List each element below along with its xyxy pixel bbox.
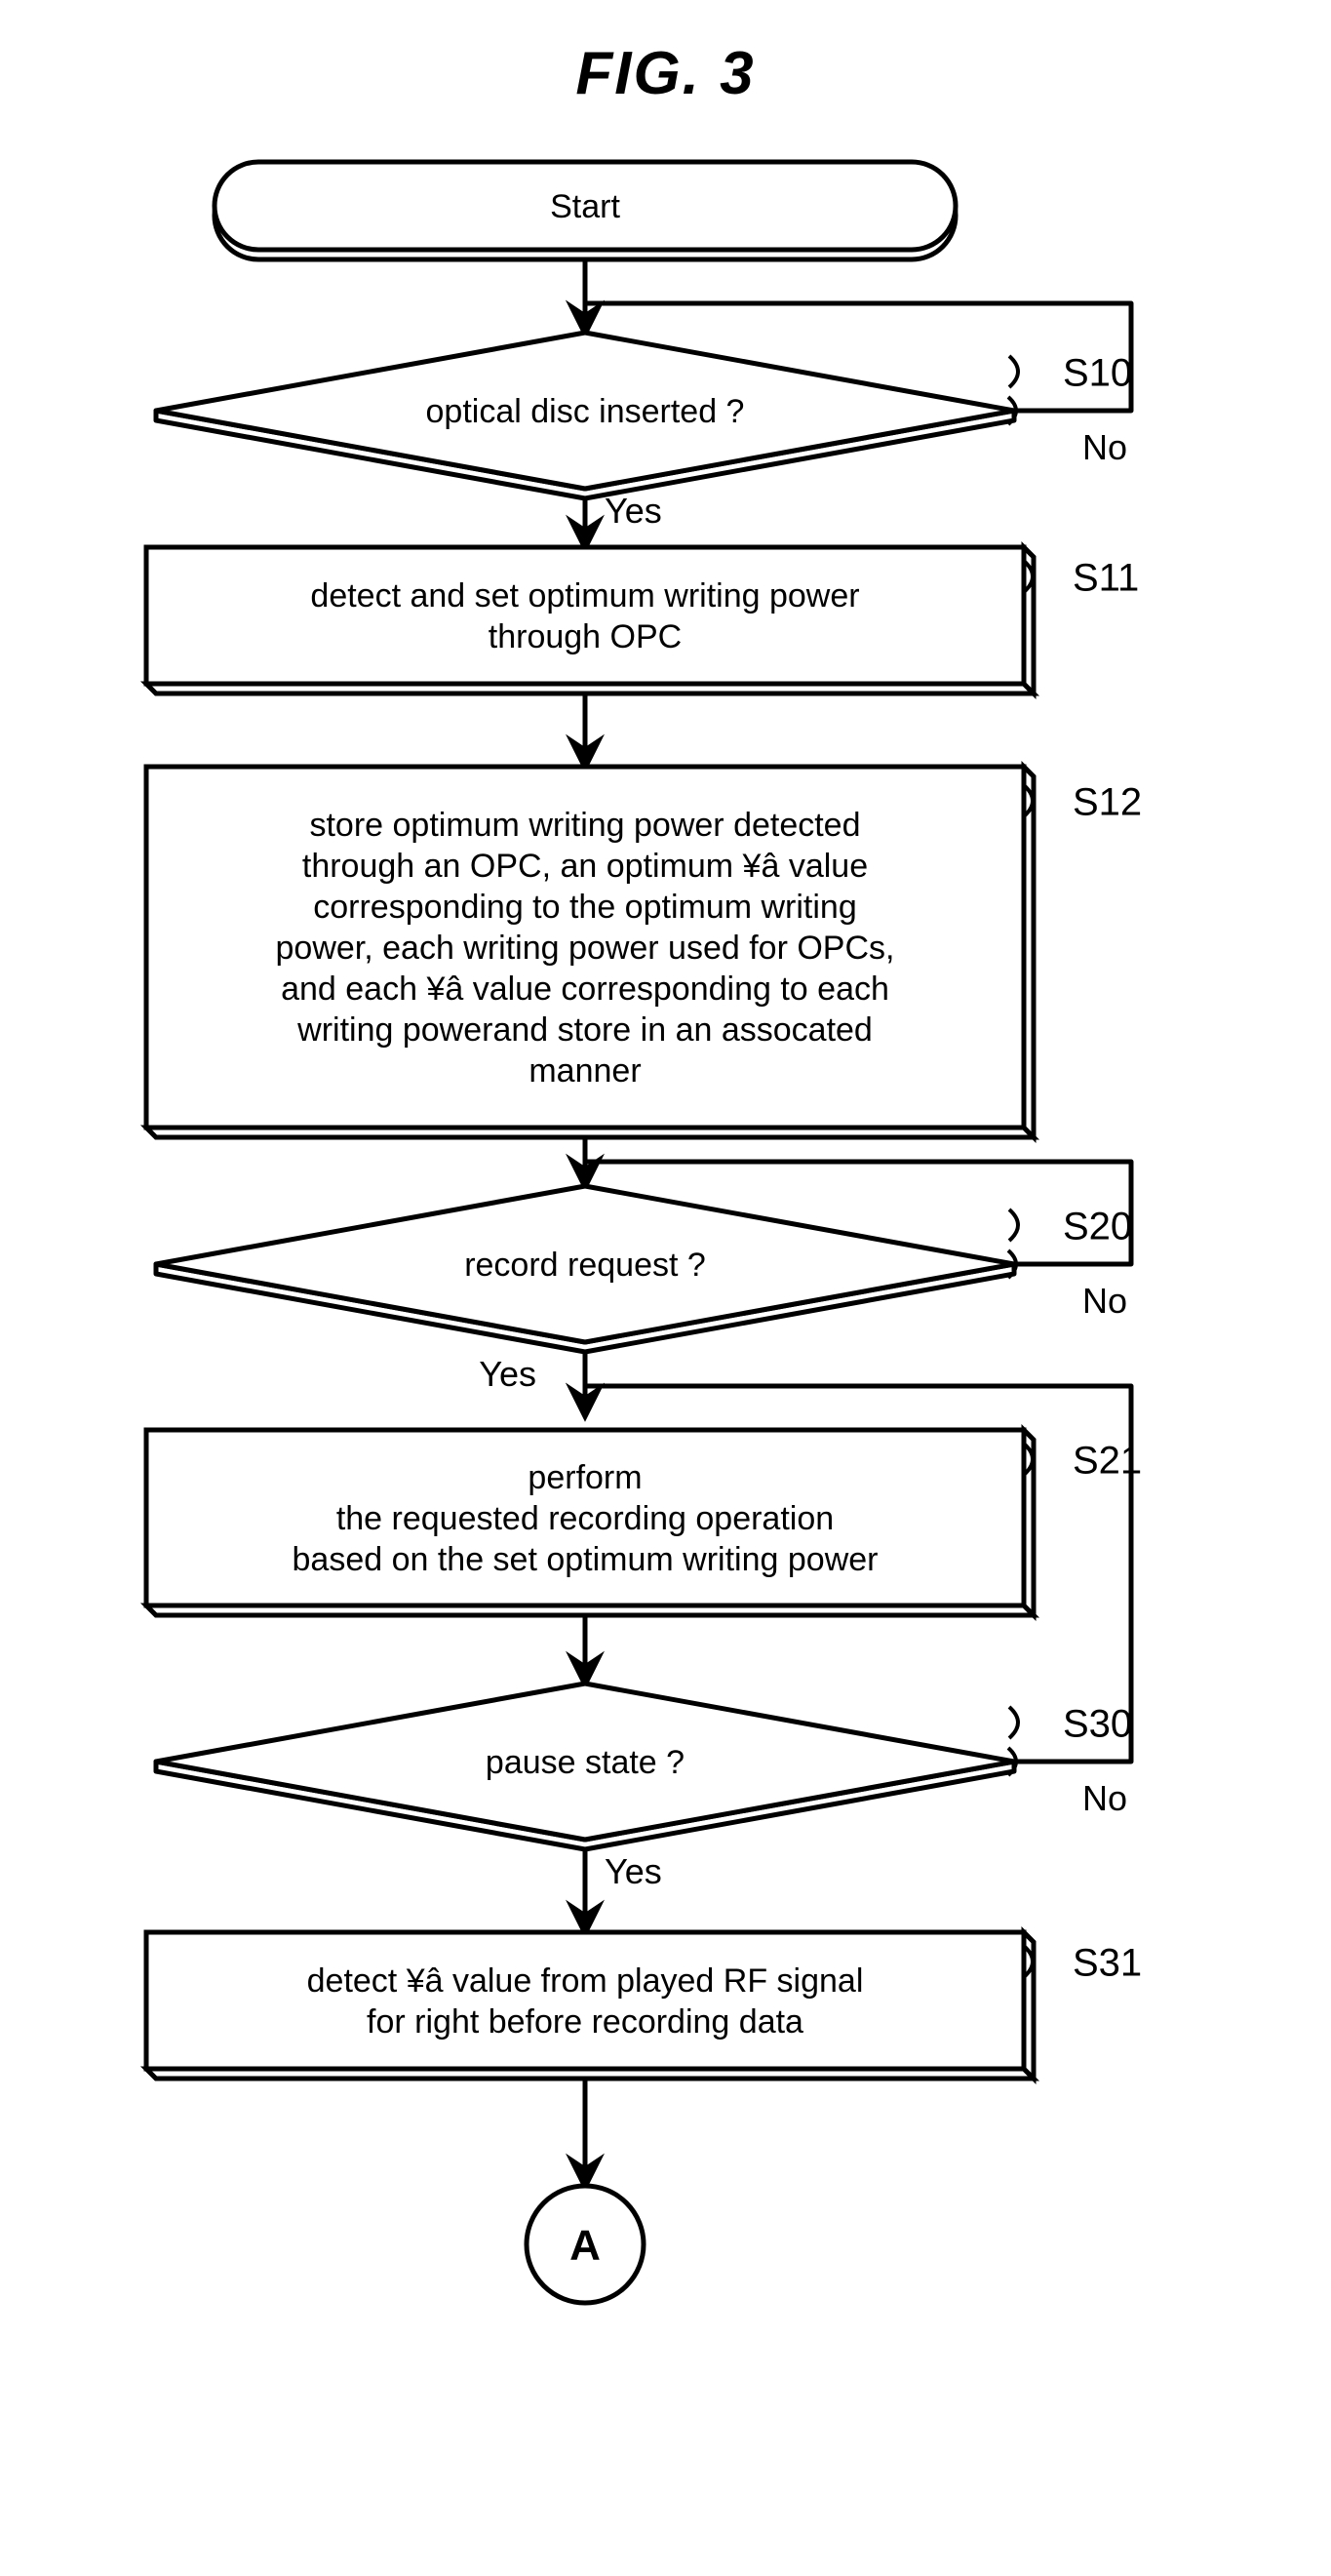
svg-text:through an OPC, an optimum ¥â: through an OPC, an optimum ¥â value (302, 848, 868, 885)
edge-label: Yes (605, 1851, 662, 1891)
svg-text:detect and set optimum writing: detect and set optimum writing power (310, 577, 859, 614)
edge-label: Yes (479, 1354, 536, 1394)
flowchart: Yes No Yes No Yes No Start optical disc inserte… (20, 138, 1311, 2537)
step-label-s30: S30 (1009, 1703, 1132, 1746)
svg-text:through OPC: through OPC (489, 618, 682, 655)
figure-title: FIG. 3 (20, 39, 1311, 108)
edge-label: No (1082, 427, 1127, 467)
svg-text:A: A (569, 2222, 601, 2270)
process-s12: store optimum writing power detected thro… (146, 767, 1034, 1137)
svg-text:and each ¥â value correspondin: and each ¥â value corresponding to each (281, 971, 889, 1008)
svg-text:detect ¥â value from played RF: detect ¥â value from played RF signal (307, 1962, 864, 2000)
svg-text:based on the set optimum writi: based on the set optimum writing power (293, 1541, 879, 1578)
process-s21: perform the requested recording operation… (146, 1430, 1034, 1615)
svg-text:S31: S31 (1073, 1942, 1142, 1985)
svg-text:S30: S30 (1063, 1703, 1132, 1746)
start-node: Start (215, 162, 956, 259)
step-label-s21: S21 (1024, 1440, 1142, 1483)
svg-text:S10: S10 (1063, 352, 1132, 395)
svg-text:S21: S21 (1073, 1440, 1142, 1483)
svg-text:optical disc inserted ?: optical disc inserted ? (426, 393, 745, 430)
svg-text:perform: perform (528, 1459, 642, 1496)
svg-text:S11: S11 (1073, 557, 1139, 600)
svg-text:power, each writing power used: power, each writing power used for OPCs, (276, 930, 895, 967)
step-label-s31: S31 (1024, 1942, 1142, 1985)
svg-text:Start: Start (550, 188, 620, 225)
edge-label: No (1082, 1281, 1127, 1321)
connector-a: A (527, 2186, 644, 2303)
edge-label: No (1082, 1778, 1127, 1818)
step-label-s11: S11 (1024, 557, 1139, 600)
svg-text:manner: manner (528, 1052, 641, 1090)
svg-text:S20: S20 (1063, 1206, 1132, 1248)
svg-text:record request ?: record request ? (464, 1247, 706, 1284)
step-label-s12: S12 (1024, 781, 1142, 824)
svg-text:writing powerand store in an a: writing powerand store in an assocated (296, 1011, 873, 1049)
edge-label: Yes (605, 491, 662, 531)
step-label-s20: S20 (1009, 1206, 1132, 1248)
decision-s20: record request ? (156, 1186, 1014, 1352)
decision-s30: pause state ? (156, 1684, 1014, 1849)
svg-text:S12: S12 (1073, 781, 1142, 824)
step-label-s10: S10 (1009, 352, 1132, 395)
svg-text:pause state ?: pause state ? (486, 1744, 685, 1781)
process-s31: detect ¥â value from played RF signalfor… (146, 1932, 1034, 2079)
svg-text:corresponding to the optimum w: corresponding to the optimum writing (313, 889, 857, 926)
svg-text:for right before recording dat: for right before recording data (367, 2003, 803, 2041)
svg-text:the requested recording operat: the requested recording operation (336, 1500, 834, 1537)
process-s11: detect and set optimum writing power thro… (146, 547, 1034, 694)
decision-s10: optical disc inserted ? (156, 333, 1014, 498)
svg-text:store optimum writing power de: store optimum writing power detected (309, 807, 860, 844)
